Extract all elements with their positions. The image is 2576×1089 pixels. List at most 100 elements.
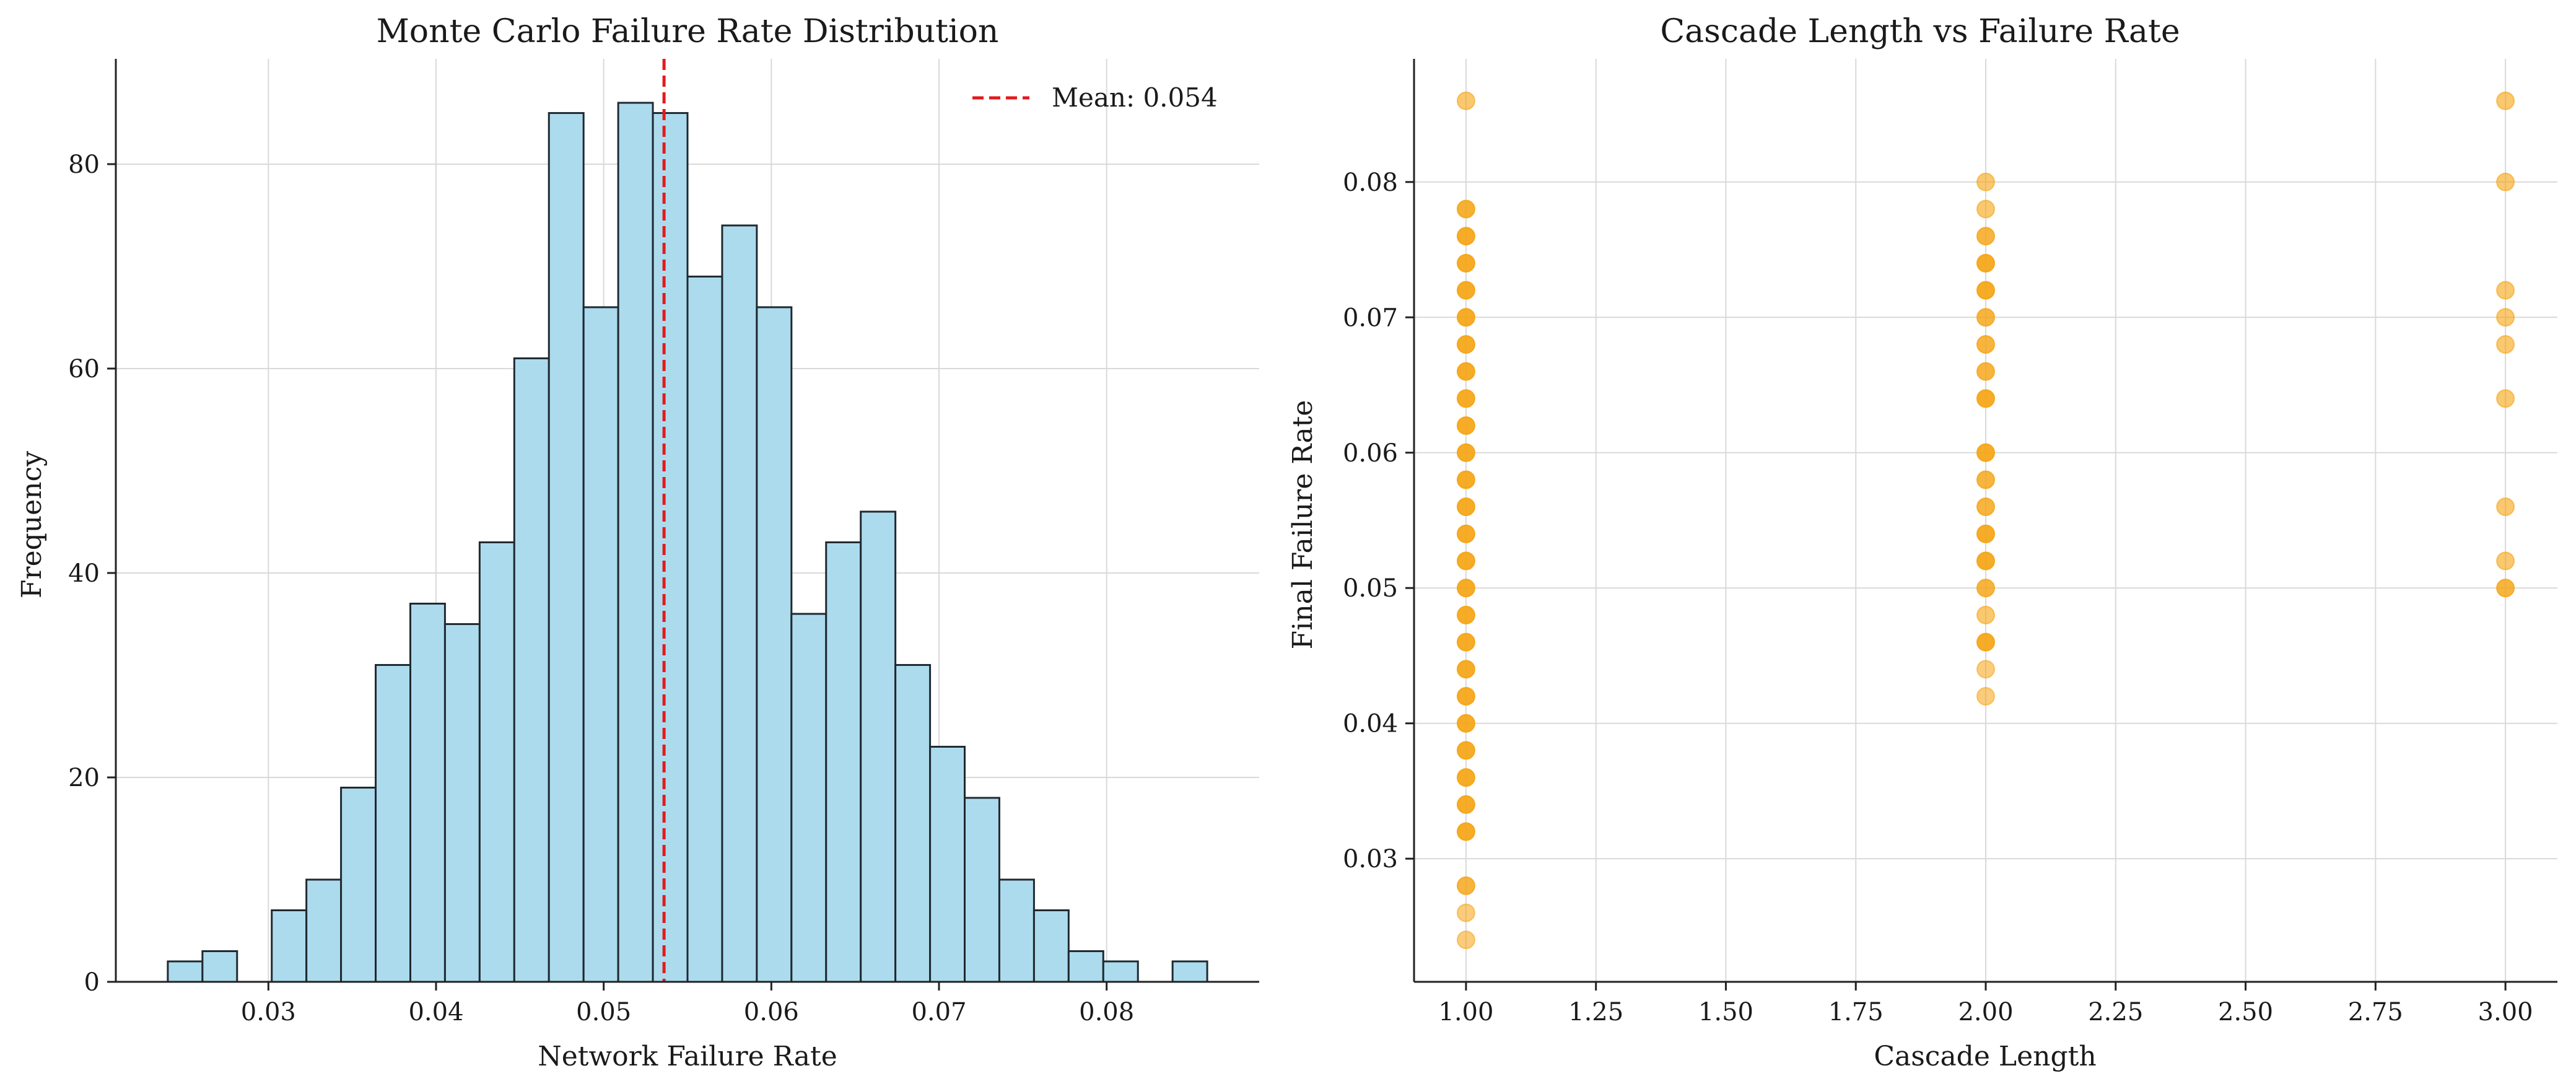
- scatter-point: [1456, 470, 1475, 489]
- scatter-point: [2496, 281, 2515, 300]
- scatter-point: [1976, 687, 1995, 706]
- histogram-bar: [860, 510, 897, 983]
- histogram-x-tick-label: 0.06: [744, 998, 799, 1026]
- scatter-grid: [1414, 59, 2557, 982]
- scatter-point: [2496, 308, 2515, 327]
- scatter-x-tick-label: 2.75: [2348, 998, 2403, 1026]
- histogram-bar: [894, 663, 932, 983]
- histogram-bar: [305, 878, 343, 983]
- scatter-point: [2496, 335, 2515, 354]
- legend: Mean: 0.054: [972, 82, 1218, 113]
- scatter-point: [1456, 389, 1475, 408]
- scatter-point: [1456, 605, 1475, 624]
- histogram-y-label: Frequency: [16, 451, 48, 598]
- histogram-axes: [115, 59, 1259, 983]
- scatter-point: [1976, 335, 1995, 354]
- scatter-point: [1456, 524, 1475, 543]
- scatter-point: [1456, 632, 1475, 652]
- scatter-x-tick-label: 1.75: [1828, 998, 1884, 1026]
- histogram-x-label: Network Failure Rate: [538, 1041, 837, 1072]
- scatter-point: [1456, 308, 1475, 327]
- histogram-bar: [790, 613, 827, 983]
- histogram-bar: [271, 909, 308, 983]
- scatter-panel: Cascade Length vs Failure Rate 1.00 1.25 1…: [1287, 13, 2557, 1072]
- scatter-point: [1976, 524, 1995, 543]
- histogram-bar: [721, 224, 758, 983]
- scatter-point: [1456, 227, 1475, 246]
- scatter-title: Cascade Length vs Failure Rate: [1660, 13, 2180, 50]
- histogram-bar: [1067, 950, 1104, 983]
- scatter-point: [1456, 714, 1475, 733]
- histogram-panel: Monte Carlo Failure Rate Distribution 0.…: [16, 13, 1259, 1072]
- histogram-y-ticks: 0 20 40 60 80: [68, 151, 116, 997]
- scatter-point: [1456, 903, 1475, 922]
- scatter-point: [1976, 227, 1995, 246]
- scatter-x-tick-label: 3.00: [2478, 998, 2533, 1026]
- histogram-bar: [617, 102, 654, 983]
- scatter-point: [1456, 579, 1475, 598]
- histogram-x-tick-label: 0.07: [911, 998, 966, 1026]
- scatter-y-ticks: 0.03 0.04 0.05 0.06 0.07 0.08: [1343, 168, 1414, 873]
- scatter-point: [1976, 632, 1995, 652]
- scatter-point: [1456, 660, 1475, 679]
- histogram-y-tick-label: 60: [68, 355, 100, 383]
- histogram-y-tick-label: 20: [68, 764, 100, 792]
- scatter-point: [2496, 389, 2515, 408]
- histogram-bar: [825, 541, 862, 983]
- histogram-bar: [513, 357, 550, 983]
- histogram-x-tick-label: 0.04: [408, 998, 463, 1026]
- histogram-x-tick-label: 0.08: [1079, 998, 1134, 1026]
- scatter-y-tick-label: 0.04: [1343, 710, 1398, 738]
- scatter-x-tick-label: 2.00: [1958, 998, 2013, 1026]
- histogram-bar: [167, 960, 204, 983]
- scatter-points: [1456, 91, 2515, 950]
- histogram-bar: [964, 797, 1000, 983]
- scatter-point: [1976, 497, 1995, 517]
- scatter-x-tick-label: 2.50: [2218, 998, 2273, 1026]
- scatter-point: [2496, 497, 2515, 517]
- scatter-point: [1976, 199, 1995, 219]
- histogram-bar: [375, 663, 411, 983]
- scatter-point: [1456, 362, 1475, 381]
- legend-mean-label: Mean: 0.054: [1052, 82, 1218, 113]
- scatter-point: [2496, 579, 2515, 598]
- scatter-point: [1456, 335, 1475, 354]
- scatter-point: [1456, 443, 1475, 462]
- scatter-x-tick-label: 1.25: [1568, 998, 1623, 1026]
- histogram-bars: [167, 102, 1208, 983]
- scatter-point: [1456, 551, 1475, 571]
- histogram-bar: [686, 275, 723, 983]
- scatter-point: [1456, 768, 1475, 787]
- scatter-y-label: Final Failure Rate: [1287, 400, 1319, 650]
- scatter-x-label: Cascade Length: [1874, 1041, 2096, 1072]
- scatter-x-tick-label: 1.00: [1438, 998, 1493, 1026]
- scatter-point: [1456, 416, 1475, 435]
- scatter-point: [1456, 741, 1475, 760]
- histogram-bar: [340, 786, 377, 983]
- scatter-x-ticks: 1.00 1.25 1.50 1.75 2.00 2.25 2.50 2.75 3.00: [1438, 982, 2533, 1026]
- scatter-point: [1456, 822, 1475, 841]
- scatter-y-tick-label: 0.07: [1343, 304, 1398, 332]
- histogram-bar: [1033, 909, 1070, 983]
- scatter-point: [1456, 91, 1475, 110]
- scatter-point: [1456, 795, 1475, 814]
- scatter-x-tick-label: 1.50: [1698, 998, 1753, 1026]
- scatter-point: [1976, 443, 1995, 462]
- scatter-point: [1456, 687, 1475, 706]
- scatter-point: [1976, 551, 1995, 571]
- histogram-y-tick-label: 0: [84, 968, 100, 997]
- histogram-bar: [443, 623, 481, 983]
- scatter-point: [1456, 253, 1475, 273]
- scatter-point: [1976, 362, 1995, 381]
- scatter-point: [1976, 253, 1995, 273]
- histogram-bar: [478, 541, 515, 983]
- histogram-bar: [652, 112, 689, 983]
- scatter-point: [1976, 470, 1995, 489]
- histogram-bar: [548, 112, 585, 983]
- histogram-y-tick-label: 40: [68, 559, 100, 588]
- histogram-bar: [998, 878, 1035, 983]
- histogram-bar: [582, 306, 619, 983]
- histogram-x-tick-label: 0.05: [576, 998, 631, 1026]
- histogram-x-ticks: 0.03 0.04 0.05 0.06 0.07 0.08: [241, 982, 1134, 1026]
